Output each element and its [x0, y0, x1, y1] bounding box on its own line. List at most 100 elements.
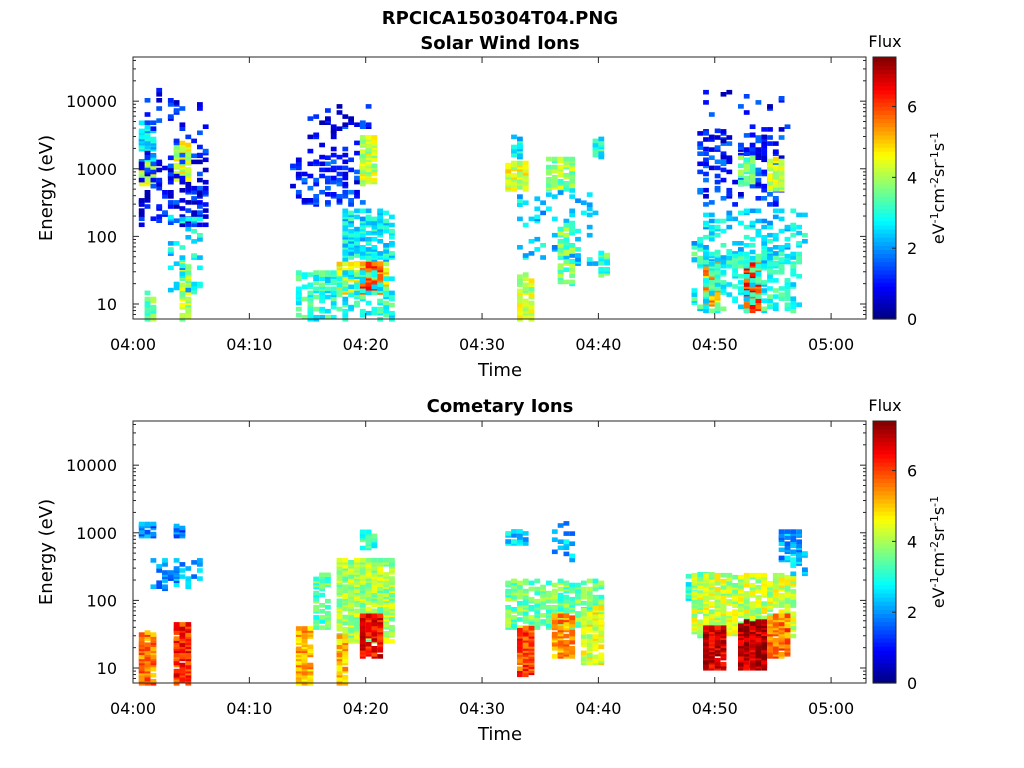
heatmap-cell	[551, 549, 558, 555]
heatmap-cell	[185, 584, 192, 589]
heatmap-cell	[179, 245, 186, 250]
heatmap-cell	[563, 181, 570, 186]
colorbar-segment	[873, 646, 896, 651]
heatmap-cell	[726, 135, 733, 140]
heatmap-cell	[377, 239, 384, 244]
heatmap-cell	[697, 151, 704, 156]
y-axis-label: Energy (eV)	[36, 499, 57, 605]
heatmap-cell	[703, 304, 709, 310]
heatmap-cell	[802, 212, 808, 218]
heatmap-cell	[703, 171, 709, 177]
y-tick-label: 10	[97, 659, 117, 678]
heatmap-cell	[517, 314, 523, 320]
heatmap-cell	[749, 132, 756, 138]
heatmap-cell	[755, 155, 762, 160]
heatmap-cell	[185, 181, 192, 187]
heatmap-cell	[743, 157, 750, 162]
heatmap-cell	[738, 255, 744, 261]
heatmap-cell	[755, 595, 762, 600]
heatmap-cell	[144, 296, 151, 302]
colorbar-segment	[873, 208, 896, 214]
heatmap-cell	[743, 302, 750, 307]
heatmap-cell	[191, 214, 197, 219]
colorbar-segment	[873, 433, 896, 438]
heatmap-cell	[144, 642, 151, 647]
heatmap-cell	[191, 239, 197, 244]
colorbar-segment	[873, 298, 896, 304]
heatmap-cell	[185, 287, 192, 293]
heatmap-cell	[377, 251, 384, 256]
heatmap-cell	[563, 521, 570, 526]
heatmap-cell	[546, 623, 552, 628]
heatmap-cell	[697, 247, 704, 252]
heatmap-cell	[732, 251, 738, 256]
heatmap-cell	[359, 139, 366, 144]
heatmap-cell	[156, 98, 163, 103]
heatmap-cell	[197, 222, 203, 228]
heatmap-cell	[784, 284, 791, 289]
heatmap-cell	[720, 92, 727, 97]
heatmap-cell	[342, 239, 349, 244]
heatmap-cell	[179, 568, 186, 573]
heatmap-cell	[325, 179, 331, 185]
heatmap-cell	[325, 185, 331, 191]
heatmap-cell	[738, 163, 744, 169]
heatmap-cell	[517, 529, 523, 534]
heatmap-cell	[173, 177, 180, 182]
heatmap-cell	[761, 298, 768, 303]
heatmap-cell	[325, 161, 331, 167]
heatmap-cell	[342, 674, 349, 680]
heatmap-cell	[185, 226, 192, 232]
heatmap-cell	[522, 272, 529, 277]
heatmap-cell	[732, 589, 738, 594]
heatmap-cell	[377, 214, 384, 220]
colorbar-segment	[873, 200, 896, 205]
heatmap-cell	[586, 202, 593, 207]
heatmap-cell	[580, 650, 587, 656]
heatmap-cell	[354, 282, 360, 288]
heatmap-cell	[778, 555, 785, 561]
heatmap-cell	[150, 296, 157, 302]
heatmap-cell	[534, 617, 541, 622]
heatmap-cell	[348, 570, 354, 575]
heatmap-cell	[749, 155, 756, 160]
heatmap-cell	[371, 220, 378, 226]
heatmap-cell	[784, 535, 791, 540]
heatmap-cell	[738, 274, 744, 279]
heatmap-cell	[743, 259, 750, 265]
heatmap-cell	[517, 194, 523, 199]
heatmap-cell	[365, 613, 372, 619]
heatmap-cell	[144, 124, 151, 130]
heatmap-cell	[569, 194, 576, 199]
heatmap-cell	[377, 576, 384, 581]
heatmap-cell	[534, 598, 541, 604]
heatmap-cell	[796, 529, 802, 534]
x-tick-label: 04:00	[110, 335, 156, 354]
heatmap-cell	[389, 624, 395, 630]
heatmap-cell	[743, 282, 750, 287]
heatmap-cell	[371, 245, 378, 250]
heatmap-cell	[377, 570, 384, 575]
heatmap-cell	[505, 162, 512, 168]
heatmap-cell	[179, 122, 186, 127]
heatmap-cell	[342, 308, 349, 314]
heatmap-cell	[738, 169, 744, 175]
colorbar-segment	[873, 269, 896, 275]
colorbar-segment	[873, 290, 896, 296]
heatmap-cell	[784, 623, 791, 629]
heatmap-cell	[796, 224, 802, 230]
heatmap-cell	[708, 212, 715, 218]
heatmap-cell	[586, 586, 593, 592]
heatmap-cell	[325, 605, 331, 610]
colorbar-segment	[873, 506, 896, 512]
heatmap-cell	[383, 557, 389, 563]
heatmap-cell	[354, 557, 360, 563]
heatmap-cell	[365, 122, 372, 127]
heatmap-cell	[336, 110, 343, 115]
heatmap-cell	[522, 644, 529, 649]
heatmap-cell	[586, 660, 593, 666]
heatmap-cell	[354, 150, 360, 156]
heatmap-cell	[173, 241, 180, 246]
heatmap-cell	[377, 648, 384, 653]
heatmap-cell	[778, 593, 785, 598]
